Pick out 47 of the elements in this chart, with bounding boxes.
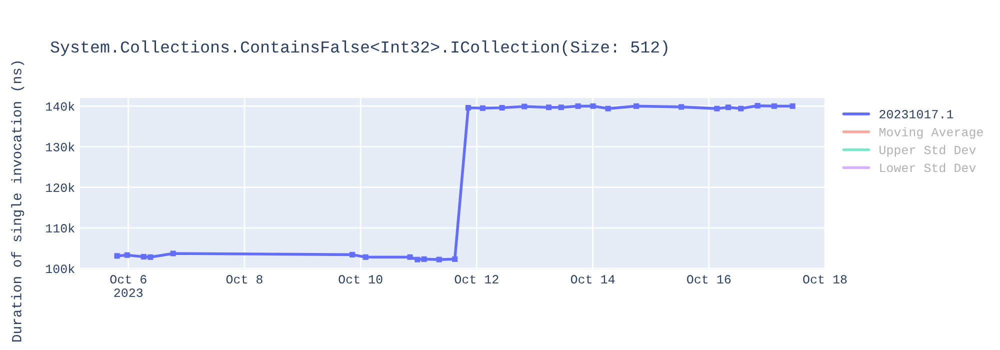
point xyxy=(499,104,505,111)
point xyxy=(452,256,458,262)
x-tick-label: Oct 8 xyxy=(226,275,262,284)
point xyxy=(362,254,368,260)
legend-label: Moving Average xyxy=(879,127,983,139)
legend-label: Lower Std Dev xyxy=(880,162,976,172)
point xyxy=(124,252,130,258)
point xyxy=(634,103,640,109)
point xyxy=(738,106,744,112)
point xyxy=(725,104,732,110)
point xyxy=(350,252,356,258)
x-tick-label: Oct 18 xyxy=(803,275,847,284)
point xyxy=(590,103,596,109)
x-tick-label: Oct 6 2023 xyxy=(110,275,146,298)
y-tick-label: 140k xyxy=(46,102,74,111)
point xyxy=(414,256,420,262)
x-tick-label: Oct 10 xyxy=(338,275,382,284)
point xyxy=(678,104,684,110)
point xyxy=(546,104,552,110)
point xyxy=(714,106,720,112)
point xyxy=(114,253,120,259)
legend-label: Upper Std Dev xyxy=(880,145,976,157)
chart-title: System.Collections.ContainsFalse<Int32>.ICollection(Size: 512) xyxy=(50,40,668,56)
legend-label: 20231017.1 xyxy=(880,110,954,118)
x-tick-label: Oct 12 xyxy=(454,275,498,284)
x-tick-label: Oct 14 xyxy=(570,275,615,284)
y-tick-label: 110k xyxy=(46,223,74,233)
point xyxy=(522,104,528,110)
point xyxy=(148,254,154,260)
point xyxy=(436,256,442,262)
point xyxy=(575,103,581,109)
point xyxy=(421,256,427,262)
point xyxy=(407,254,413,260)
point xyxy=(754,102,760,108)
y-axis-title: Duration of single invocation (ns) xyxy=(11,62,24,342)
point xyxy=(465,104,471,111)
x-tick-label: Oct 16 xyxy=(687,275,731,284)
point xyxy=(170,250,176,256)
point xyxy=(605,106,611,112)
point xyxy=(140,254,146,260)
point xyxy=(480,105,486,111)
point xyxy=(558,104,564,110)
y-tick-label: 120k xyxy=(46,182,74,192)
point xyxy=(771,103,777,109)
point xyxy=(790,103,796,109)
y-tick-label: 100k xyxy=(46,264,74,274)
y-tick-label: 130k xyxy=(46,142,74,152)
